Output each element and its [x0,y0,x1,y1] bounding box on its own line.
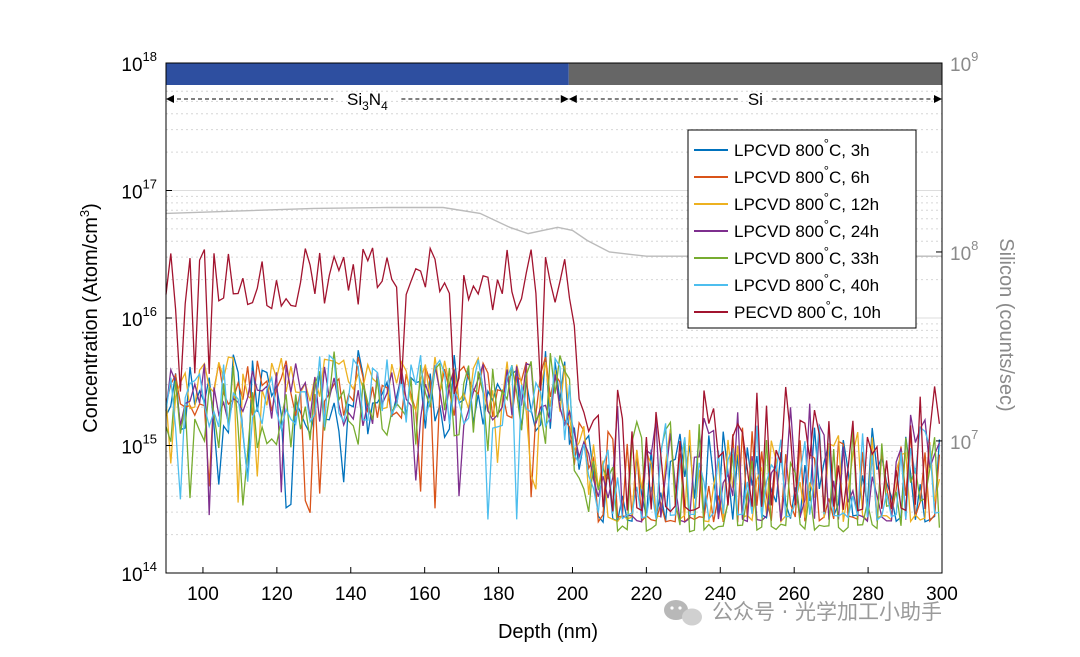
region-bar [568,63,942,85]
series-line [165,245,941,513]
x-tick-label: 280 [852,584,884,605]
legend-entry-label: LPCVD 800°C, 24h [734,217,879,241]
x-tick-label: 220 [631,584,663,605]
legend-entry-label: LPCVD 800°C, 33h [734,244,879,268]
y-left-tick-label: 1017 [121,177,157,204]
region-label: Si3N4 [347,90,388,113]
region-arrow-head [560,95,569,103]
region-arrow-head [166,95,174,103]
x-axis-label: Depth (nm) [498,621,598,643]
y-right-tick-label: 109 [950,49,978,76]
legend: LPCVD 800°C, 3h LPCVD 800°C, 6h LPCVD 800°… [687,129,917,329]
y-left-tick-label: 1016 [121,304,157,331]
y-left-tick-label: 1015 [121,432,157,459]
legend-entry-label: LPCVD 800°C, 6h [734,163,870,187]
y-left-axis-ticks: 1014 1015 1016 1017 1018 [121,49,172,586]
x-tick-label: 160 [409,584,441,605]
x-tick-label: 100 [187,584,219,605]
region-labels: Si3N4 Si [166,90,942,113]
x-axis-ticks: 100 120 140 160 180 200 220 240 260 280 300 [187,567,958,605]
layer-region-bars [166,63,942,85]
y-right-axis-ticks: 107 108 109 [936,49,978,454]
x-tick-label: 140 [335,584,367,605]
x-tick-label: 120 [261,584,293,605]
series-line [165,353,940,522]
x-tick-label: 300 [926,584,958,605]
y-left-axis-label: Concentration (Atom/cm3) [77,203,102,433]
y-right-tick-label: 108 [950,238,978,265]
watermark-text: 公众号 · 光学加工小助手 [712,600,942,624]
y-left-tick-label: 1014 [121,559,157,586]
x-tick-label: 200 [557,584,589,605]
region-bar [166,63,569,85]
region-label: Si [748,90,763,109]
x-tick-label: 240 [704,584,736,605]
series-line [165,362,940,523]
region-arrow-head [568,95,577,103]
y-right-axis-label: Silicon (counts/sec) [995,238,1017,411]
wechat-logo-icon [664,600,702,626]
legend-box [687,129,917,329]
y-left-tick-label: 1018 [121,49,157,76]
x-tick-label: 180 [483,584,515,605]
region-arrow-head [934,95,942,103]
series-lines [165,245,941,533]
x-tick-label: 260 [778,584,810,605]
series-line [165,351,941,533]
legend-entry-label: LPCVD 800°C, 40h [734,271,879,295]
legend-entry-label: PECVD 800°C, 10h [734,298,881,322]
legend-entry-label: LPCVD 800°C, 3h [734,136,870,160]
watermark: 公众号 · 光学加工小助手 [664,600,942,626]
legend-entry-label: LPCVD 800°C, 12h [734,190,879,214]
y-right-tick-label: 107 [950,427,978,454]
